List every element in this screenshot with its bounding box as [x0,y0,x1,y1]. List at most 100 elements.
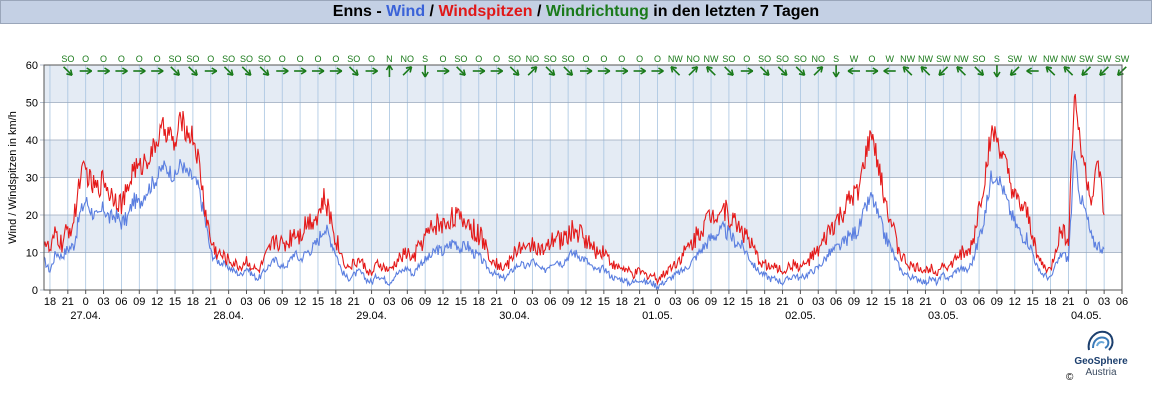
x-tick-label-58: 0 [1083,296,1089,308]
direction-arrow-head [104,67,110,75]
y-tick-label-0: 0 [32,285,38,297]
direction-label-45: O [868,54,875,64]
x-tick-label-41: 21 [776,296,788,308]
direction-arrow-6 [170,66,181,77]
direction-label-25: SO [508,54,521,64]
x-tick-label-51: 03 [955,296,967,308]
direction-label-36: NW [704,54,719,64]
direction-label-38: O [743,54,750,64]
direction-arrow-shaft [456,66,466,76]
x-tick-label-46: 12 [866,296,878,308]
direction-label-23: O [475,54,482,64]
direction-label-18: N [386,54,393,64]
direction-arrow-head [86,67,93,75]
x-tick-label-26: 0 [511,296,517,308]
direction-label-21: O [440,54,447,64]
direction-label-12: O [279,54,286,64]
direction-label-20: S [422,54,428,64]
direction-arrow-head [670,65,677,73]
date-label-4: 01.05. [642,310,673,322]
direction-arrow-43 [832,65,840,78]
direction-arrow-head [586,67,593,75]
direction-arrow-2 [97,67,110,75]
direction-arrow-shaft [402,66,413,76]
direction-arrow-head [262,69,270,77]
x-tick-label-9: 21 [205,296,217,308]
direction-arrow-58 [1099,66,1109,77]
x-tick-label-7: 15 [169,296,181,308]
direction-arrow-24 [490,67,504,75]
direction-arrow-53 [1009,66,1020,77]
x-tick-label-28: 06 [544,296,556,308]
title-sep-2: / [425,3,439,20]
x-tick-label-38: 12 [723,296,735,308]
direction-arrow-head [920,65,928,73]
direction-label-15: O [332,54,339,64]
direction-arrow-head [512,69,520,77]
direction-arrow-head [421,71,429,78]
direction-arrow-shaft [1009,66,1020,76]
direction-arrow-8 [204,67,218,75]
direction-arrow-head [530,65,538,73]
date-label-6: 03.05. [928,310,959,322]
x-tick-label-42: 0 [797,296,803,308]
direction-arrow-0 [63,66,73,77]
direction-arrow-head [173,69,181,77]
direction-arrow-50 [956,65,967,76]
direction-label-50: NW [954,54,969,64]
x-tick-label-33: 21 [633,296,645,308]
direction-arrow-head [780,69,788,77]
direction-arrow-12 [276,67,289,75]
x-tick-label-23: 15 [455,296,467,308]
x-tick-label-49: 21 [919,296,931,308]
direction-arrow-57 [1081,66,1092,77]
direction-arrow-34 [670,65,681,76]
direction-arrow-20 [421,65,429,78]
x-tick-labels: 18 21 0 03 06 09 12 15 18 21 0 03 06 09 12 15 18 21 0 03 06 0… [44,296,1128,308]
direction-arrow-15 [329,67,343,75]
direction-label-10: SO [240,54,253,64]
x-tick-label-29: 09 [562,296,574,308]
date-label-3: 30.04. [499,310,530,322]
direction-arrow-23 [472,67,486,75]
direction-label-8: O [207,54,214,64]
direction-label-0: SO [61,54,74,64]
direction-arrow-21 [437,67,450,75]
direction-arrow-46 [883,67,896,75]
title-station: Enns [332,3,372,20]
x-tick-label-1: 21 [62,296,74,308]
direction-arrow-head [872,67,879,75]
direction-arrow-shaft [706,66,716,76]
direction-arrow-40 [777,66,788,77]
x-tick-label-54: 12 [1009,296,1021,308]
direction-arrow-shaft [545,66,556,76]
direction-arrow-32 [633,67,646,75]
direction-arrow-38 [740,67,754,75]
date-label-5: 02.05. [785,310,816,322]
direction-arrow-14 [311,67,325,75]
y-tick-label-30: 30 [26,173,38,185]
direction-arrow-shaft [1081,66,1092,76]
direction-arrow-shaft [1063,66,1074,76]
direction-arrow-55 [1045,65,1056,76]
direction-label-52: S [994,54,1000,64]
y-tick-label-20: 20 [26,210,38,222]
direction-arrow-head [604,67,611,75]
direction-label-58: SW [1097,54,1112,64]
y-tick-label-40: 40 [26,135,38,147]
y-tick-label-50: 50 [26,98,38,110]
direction-label-35: NO [686,54,700,64]
x-tick-label-25: 21 [491,296,503,308]
direction-arrow-28 [563,66,574,77]
direction-arrow-head [244,69,252,77]
direction-arrow-head [798,69,806,77]
direction-arrow-shaft [1099,66,1109,76]
direction-label-28: SO [562,54,575,64]
direction-label-7: SO [186,54,199,64]
direction-arrow-head [318,67,325,75]
direction-arrow-shaft [724,66,734,76]
direction-label-49: SW [936,54,951,64]
direction-arrow-4 [133,67,146,75]
direction-arrow-shaft [348,66,359,76]
direction-arrow-3 [115,67,128,75]
